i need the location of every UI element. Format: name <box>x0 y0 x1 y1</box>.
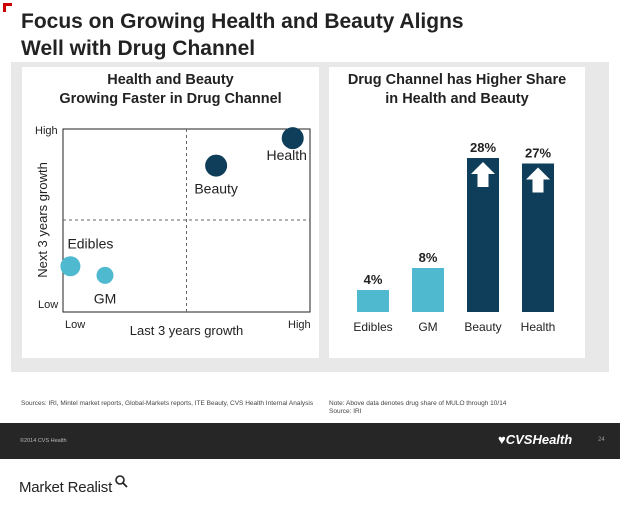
point-label-health: Health <box>266 147 306 163</box>
bar-category-label-gm: GM <box>418 320 437 334</box>
bar-category-label-health: Health <box>521 320 556 334</box>
scatter-point-gm <box>96 266 114 284</box>
bar-edibles <box>357 290 389 312</box>
bar-category-label-edibles: Edibles <box>353 320 392 334</box>
footer-bar: ©2014 CVS Health ♥CVSHealth 24 <box>0 423 620 459</box>
point-label-edibles: Edibles <box>67 235 113 251</box>
bar-gm <box>412 268 444 312</box>
data-note: Note: Above data denotes drug share of M… <box>329 400 589 416</box>
bar-value-label-beauty: 28% <box>470 140 496 155</box>
copyright-text: ©2014 CVS Health <box>20 438 67 444</box>
bar-title-line-2: in Health and Beauty <box>385 91 529 107</box>
y-tick-low: Low <box>38 299 58 311</box>
x-tick-high: High <box>288 319 311 331</box>
scatter-chart-title: Health and Beauty Growing Faster in Drug… <box>22 71 319 109</box>
page-title: Focus on Growing Health and Beauty Align… <box>21 8 464 62</box>
scatter-chart-panel: Health and Beauty Growing Faster in Drug… <box>22 67 319 358</box>
up-arrow-icon <box>471 162 495 187</box>
scatter-point-edibles <box>60 256 81 277</box>
magnifier-icon <box>115 475 128 488</box>
y-axis-label: Next 3 years growth <box>35 162 50 278</box>
corner-mark <box>3 3 12 12</box>
scatter-point-health <box>281 127 304 150</box>
title-line-2: Well with Drug Channel <box>21 37 256 60</box>
bar-value-label-gm: 8% <box>419 250 438 265</box>
cvs-health-logo: ♥CVSHealth <box>498 432 573 447</box>
page-number: 24 <box>598 437 605 443</box>
slide: Focus on Growing Health and Beauty Align… <box>0 3 620 459</box>
bar-title-line-1: Drug Channel has Higher Share <box>347 72 567 88</box>
bar-value-label-edibles: 4% <box>364 272 383 287</box>
bar-chart-title: Drug Channel has Higher Share in Health … <box>329 71 585 109</box>
scatter-chart: High Low Low High Last 3 years growth Ne… <box>35 125 311 338</box>
market-realist-watermark: Market Realist <box>19 479 113 496</box>
bar-chart-panel: Drug Channel has Higher Share in Health … <box>329 67 585 358</box>
bar-chart: 4% Edibles 8% GM 28% Beauty 27% Health <box>353 140 556 334</box>
bar-category-label-beauty: Beauty <box>464 320 501 334</box>
up-arrow-icon <box>526 167 550 193</box>
data-note-line-2: Source: IRI <box>329 408 362 415</box>
point-label-gm: GM <box>94 290 117 306</box>
bar-value-label-health: 27% <box>525 146 551 161</box>
scatter-point-beauty <box>205 154 228 177</box>
sources-note: Sources: IRI, Mintel market reports, Glo… <box>21 400 314 407</box>
title-line-1: Focus on Growing Health and Beauty Align… <box>21 10 464 33</box>
point-label-beauty: Beauty <box>194 181 238 197</box>
y-tick-high: High <box>35 125 58 137</box>
scatter-title-line-2: Growing Faster in Drug Channel <box>59 91 282 107</box>
scatter-title-line-1: Health and Beauty <box>107 72 234 88</box>
plot-frame <box>62 128 311 313</box>
data-note-line-1: Note: Above data denotes drug share of M… <box>329 400 507 407</box>
x-axis-label: Last 3 years growth <box>130 323 243 338</box>
x-tick-low: Low <box>65 319 85 331</box>
